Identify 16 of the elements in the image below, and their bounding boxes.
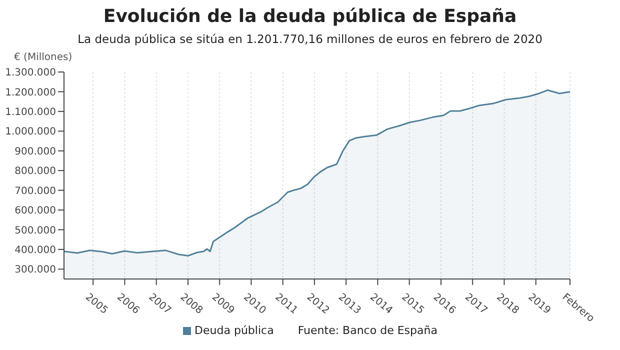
y-tick-label: 1.200.000 xyxy=(5,87,56,98)
chart-title: Evolución de la deuda pública de España xyxy=(102,6,518,27)
y-tick-label: 1.100.000 xyxy=(5,106,56,118)
source-note: Fuente: Banco de España xyxy=(298,324,438,337)
y-tick-label: 1.300.000 xyxy=(5,68,56,79)
y-tick-label: 500.000 xyxy=(14,225,56,236)
y-tick-label: 900.000 xyxy=(14,146,56,158)
y-axis-title: € (Millones) xyxy=(14,52,72,63)
y-tick-label: 1.000.000 xyxy=(5,126,56,138)
y-tick-label: 800.000 xyxy=(14,166,56,178)
y-tick-label: 700.000 xyxy=(14,186,56,197)
y-tick-label: 600.000 xyxy=(14,206,56,217)
chart-subtitle: La deuda pública se sitúa en 1.201.770,16 millones de euros en febrero de 2020 xyxy=(76,32,544,46)
y-tick-label: 300.000 xyxy=(14,264,56,276)
y-tick-label: 400.000 xyxy=(14,244,56,256)
legend-label: Deuda pública xyxy=(194,324,274,337)
